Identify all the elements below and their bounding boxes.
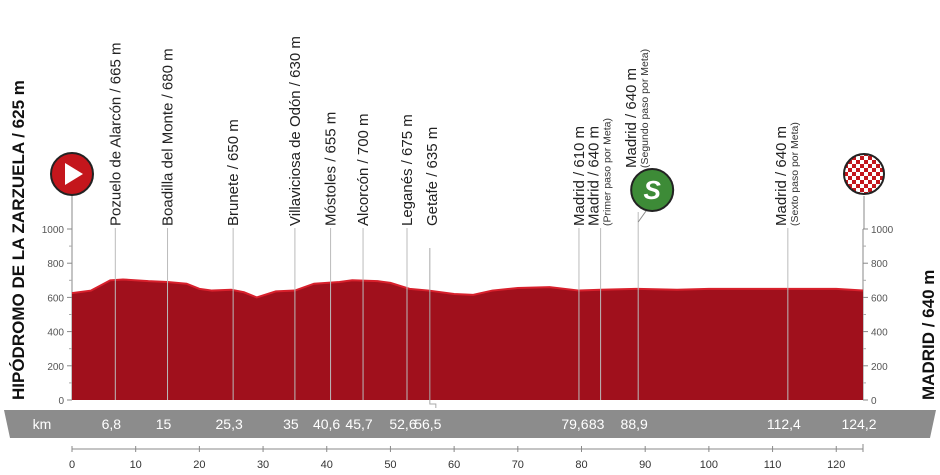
x-tick-label: 90 [639, 459, 651, 471]
y-tick-label: 600 [871, 293, 888, 304]
y-tick-label: 600 [47, 293, 64, 304]
waypoint-label: Villaviciosa de Odón / 630 m [287, 36, 304, 226]
waypoint-label: Madrid / 640 m [586, 126, 603, 226]
km-band-value: 35 [283, 416, 299, 432]
elevation-line [71, 278, 864, 299]
waypoint-sublabel: (Segundo paso por Meta) [639, 49, 651, 168]
sprint-icon [630, 168, 675, 212]
waypoint-label: Madrid / 610 m [571, 126, 588, 226]
x-tick-label: 0 [69, 459, 75, 471]
km-band-value: 45,7 [345, 416, 372, 432]
waypoint-sublabel: (Primer paso por Meta) [602, 118, 614, 226]
waypoint-label: Pozuelo de Alarcón / 665 m [107, 43, 124, 226]
km-band-value: 124,2 [841, 416, 876, 432]
x-tick-label: 80 [575, 459, 587, 471]
km-band-value: 52,6 [389, 416, 416, 432]
finish-ring [843, 153, 885, 195]
waypoint-label: Leganés / 675 m [399, 114, 416, 226]
elevation-area [72, 279, 863, 400]
km-band-value: 56,5 [414, 416, 441, 432]
waypoint-label: Madrid / 640 m [623, 68, 640, 168]
x-tick-label: 120 [827, 459, 845, 471]
km-band-value: 6,8 [102, 416, 122, 432]
waypoint-label: Boadilla del Monte / 680 m [160, 48, 177, 226]
finish-title: MADRID / 640 m [919, 270, 938, 400]
y-tick-label: 200 [47, 362, 64, 373]
km-band-value: 15 [156, 416, 172, 432]
waypoint-label: Brunete / 650 m [225, 119, 242, 226]
x-tick-label: 50 [384, 459, 396, 471]
y-tick-label: 200 [871, 362, 888, 373]
y-tick-label: 800 [47, 259, 64, 270]
y-tick-label: 0 [871, 396, 877, 407]
waypoint-sublabel: (Sexto paso por Meta) [789, 122, 801, 226]
waypoint-label: Alcorcón / 700 m [355, 113, 372, 226]
waypoint-label: Getafe / 635 m [424, 127, 441, 226]
km-band-value: 88,9 [621, 416, 648, 432]
waypoint-label: Madrid / 640 m [773, 126, 790, 226]
waypoint-line [429, 248, 437, 408]
waypoint-label: Móstoles / 655 m [323, 112, 340, 226]
x-tick-label: 10 [130, 459, 142, 471]
start-title: HIPÓDROMO DE LA ZARZUELA / 625 m [9, 80, 28, 400]
x-tick-label: 100 [700, 459, 718, 471]
km-band-value: 79,6 [561, 416, 588, 432]
y-tick-label: 0 [58, 396, 64, 407]
km-band-value: 83 [589, 416, 605, 432]
x-tick-label: 60 [448, 459, 460, 471]
y-tick-label: 1000 [42, 225, 65, 236]
y-tick-label: 1000 [871, 225, 894, 236]
play-triangle-icon [65, 163, 83, 185]
km-band [4, 410, 936, 438]
km-band-value: 112,4 [767, 416, 801, 432]
x-tick-label: 30 [257, 459, 269, 471]
y-tick-label: 800 [871, 259, 888, 270]
y-tick-label: 400 [47, 328, 64, 339]
km-band-value: 40,6 [313, 416, 340, 432]
x-tick-label: 110 [764, 459, 782, 471]
x-tick-label: 20 [193, 459, 205, 471]
x-tick-label: 70 [512, 459, 524, 471]
km-band-unit: km [33, 416, 52, 432]
finish-checkered-icon [844, 154, 884, 194]
y-tick-label: 400 [871, 328, 888, 339]
x-tick-label: 40 [321, 459, 333, 471]
km-band-value: 25,3 [216, 416, 243, 432]
sprint-letter: S [644, 175, 662, 205]
